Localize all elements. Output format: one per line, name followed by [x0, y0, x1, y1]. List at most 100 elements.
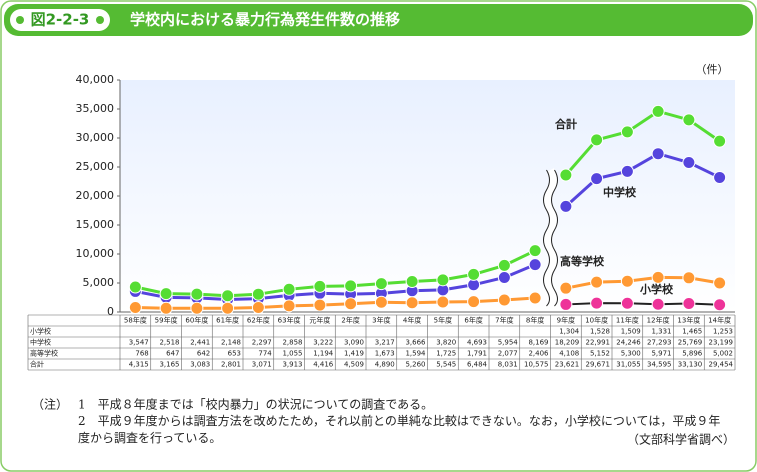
data-point: [497, 258, 511, 272]
data-point: [559, 168, 573, 182]
x-tick-label: 6年度: [464, 316, 482, 325]
table-row-label: 合計: [30, 360, 44, 369]
table-value: 4,315: [129, 361, 149, 369]
notes-label: （注）: [32, 398, 68, 412]
table-value: 10,575: [524, 361, 549, 369]
y-tick-label: 40,000: [76, 73, 115, 86]
data-point: [651, 297, 665, 311]
table-value: 31,055: [616, 361, 641, 369]
data-point: [590, 275, 604, 289]
y-tick-label: 30,000: [76, 131, 115, 144]
table-value: 8,031: [498, 361, 518, 369]
x-tick-label: 12年度: [647, 316, 670, 325]
data-point: [128, 280, 142, 294]
data-point: [559, 281, 573, 295]
data-point: [620, 296, 634, 310]
table-row-label: 小学校: [30, 327, 51, 336]
data-point: [313, 298, 327, 312]
x-tick-label: 61年度: [216, 316, 239, 325]
table-row-label: 高等学校: [30, 349, 58, 358]
data-point: [682, 271, 696, 285]
table-value: 5,896: [682, 350, 703, 358]
table-value: 1,725: [436, 350, 456, 358]
data-point: [282, 299, 296, 313]
data-point: [682, 297, 696, 311]
data-point: [374, 295, 388, 309]
data-point: [497, 293, 511, 307]
series-label: 高等学校: [560, 254, 605, 268]
y-tick-label: 20,000: [76, 189, 115, 202]
source: （文部科学省調べ）: [627, 432, 735, 447]
table-value: 4,890: [375, 361, 395, 369]
table-value: 3,547: [129, 339, 149, 347]
table-value: 3,820: [436, 339, 456, 347]
data-point: [190, 301, 204, 315]
data-point: [559, 297, 573, 311]
table-value: 647: [166, 350, 179, 358]
x-tick-label: 9年度: [557, 316, 575, 325]
table-value: 5,152: [590, 350, 610, 358]
note: 2 平成９年度からは調査方法を改めたため，それ以前との単純な比較はできない。なお…: [78, 414, 721, 445]
note-wrap: 2 平成９年度からは調査方法を改めたため，それ以前との単純な比較はできない。なお…: [78, 414, 721, 445]
table-value: 4,416: [313, 361, 334, 369]
table-value: 1,419: [344, 350, 364, 358]
table-value: 1,509: [621, 328, 641, 336]
y-tick-label: 15,000: [76, 218, 115, 231]
table-value: 5,971: [651, 350, 671, 358]
data-point: [651, 104, 665, 118]
table-value: 3,083: [190, 361, 210, 369]
x-tick-label: 62年度: [247, 316, 270, 325]
data-point: [559, 199, 573, 213]
data-point: [590, 296, 604, 310]
data-point: [528, 258, 542, 272]
table-value: 1,673: [375, 350, 395, 358]
data-point: [713, 170, 727, 184]
table-value: 27,293: [647, 339, 672, 347]
table-value: 1,528: [590, 328, 610, 336]
table-value: 4,509: [344, 361, 364, 369]
table-value: 34,595: [647, 361, 672, 369]
x-tick-label: 13年度: [677, 316, 700, 325]
data-point: [651, 270, 665, 284]
y-tick-label: 0: [107, 305, 114, 318]
table-value: 33,130: [678, 361, 703, 369]
data-point: [159, 287, 173, 301]
table-value: 29,671: [586, 361, 611, 369]
table-value: 1,055: [282, 350, 302, 358]
table-value: 5,002: [713, 350, 733, 358]
x-tick-label: 59年度: [155, 316, 178, 325]
figure-pill: [10, 9, 110, 31]
table-value: 22,991: [586, 339, 611, 347]
x-tick-label: 63年度: [278, 316, 301, 325]
table-value: 5,300: [621, 350, 641, 358]
table-value: 29,454: [709, 361, 734, 369]
series-label: 合計: [554, 117, 577, 131]
table-value: 5,260: [405, 361, 425, 369]
data-point: [528, 244, 542, 258]
x-tick-label: 10年度: [585, 316, 608, 325]
data-point: [251, 287, 265, 301]
table-row-label: 中学校: [30, 338, 51, 347]
plot-area: [120, 80, 735, 312]
pill-dot: [16, 16, 24, 24]
table-value: 2,077: [498, 350, 518, 358]
x-tick-label: 3年度: [372, 316, 390, 325]
table-value: 4,693: [467, 339, 487, 347]
y-tick-label: 10,000: [76, 247, 115, 260]
x-tick-label: 11年度: [616, 316, 639, 325]
data-point: [128, 301, 142, 315]
table-value: 18,209: [555, 339, 580, 347]
table-value: 774: [258, 350, 272, 358]
data-point: [405, 296, 419, 310]
axis-break: [551, 169, 558, 307]
table-value: 1,594: [405, 350, 426, 358]
table-value: 6,484: [467, 361, 488, 369]
data-point: [467, 295, 481, 309]
axis-break: [543, 167, 558, 309]
y-tick-label: 25,000: [76, 160, 115, 173]
table-value: 3,071: [252, 361, 272, 369]
data-point: [467, 267, 481, 281]
table-value: 2,801: [221, 361, 241, 369]
data-point: [190, 287, 204, 301]
